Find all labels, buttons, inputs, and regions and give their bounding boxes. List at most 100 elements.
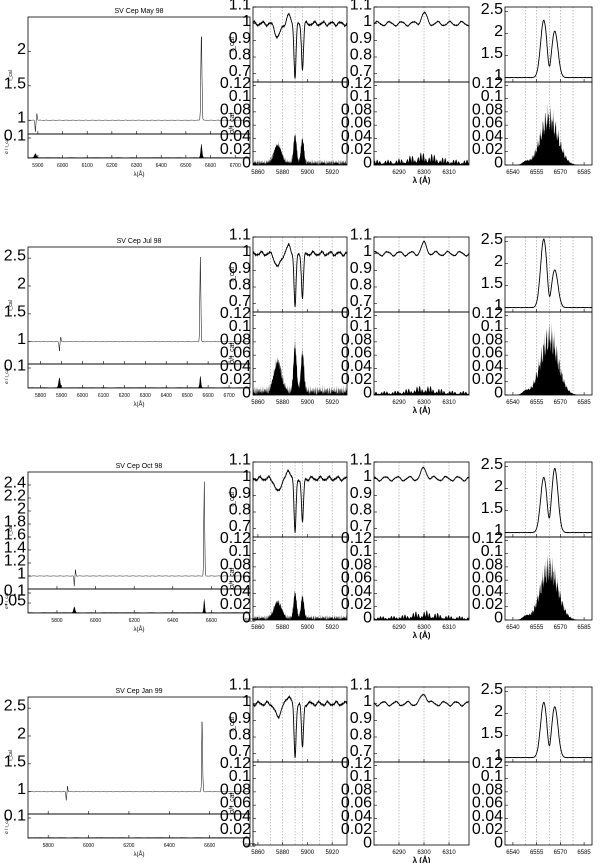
- 6-ytick-label: 0.8: [229, 727, 251, 744]
- detail-sigma-area-halpha: [505, 103, 592, 165]
- 5-ytick-label: 1.8: [4, 514, 26, 531]
- 6-ytick-label: 1.5: [481, 500, 503, 517]
- detail-xlabel: λ (Å): [413, 631, 431, 640]
- overview-bottom-xtick-label: 6400: [161, 393, 172, 399]
- 6-ytick-label: 0.12: [220, 755, 251, 772]
- overview-bottom-xtick-label: 6700: [230, 163, 241, 169]
- 6-ytick-label: 0.12: [341, 755, 372, 772]
- 6-ytick-label: 0.06: [220, 345, 251, 362]
- 5-ytick-label: 0.1: [4, 128, 26, 145]
- detail-bottom-na_d-xtick-label: 5860: [251, 625, 265, 631]
- detail-bottom-oi-xtick-label: 6310: [442, 625, 456, 631]
- detail-bottom-ylabel: σ/I_cal: [229, 343, 236, 364]
- 6-ytick-label: 1: [363, 243, 372, 260]
- detail-bottom-halpha-xtick-label: 6570: [554, 170, 568, 176]
- 5-ytick-label: 1: [17, 331, 26, 348]
- overview-bottom-ylabel: σ / I_cal: [4, 138, 9, 154]
- detail-bottom-halpha-xtick-label: 6585: [577, 170, 591, 176]
- detail-spectrum-line-halpha: [504, 238, 593, 309]
- detail-bottom-halpha-xtick-label: 6555: [530, 400, 544, 406]
- 6-ytick-label: 0.06: [220, 115, 251, 132]
- overview-bottom-xtick-label: 6200: [129, 618, 140, 624]
- overview-spectrum-line: [27, 256, 250, 352]
- detail-top-frame-oi: [373, 236, 470, 313]
- 6-ytick-label: 0.02: [341, 141, 372, 158]
- 6-ytick-label: 0.7: [350, 743, 372, 760]
- detail-bottom-oi-xtick-label: 6290: [392, 400, 406, 406]
- detail-bottom-na_d-xtick-label: 5900: [301, 850, 315, 856]
- detail-bottom-na_d-xtick-label: 5880: [276, 400, 290, 406]
- 6-ytick-label: 0.04: [220, 358, 251, 375]
- 5-ytick-label: 2: [17, 276, 26, 293]
- 6-ytick-label: 0.08: [220, 556, 251, 573]
- 5-ytick-label: 2.4: [4, 475, 26, 492]
- 6-ytick-label: 0.7: [229, 743, 251, 760]
- overview-top-frame: [27, 471, 251, 590]
- 6-ytick-label: 0.8: [350, 277, 372, 294]
- detail-bottom-oi-xtick-label: 6300: [417, 625, 431, 631]
- 6-ytick-label: 0.08: [341, 101, 372, 118]
- 6-ytick-label: 0.06: [472, 795, 503, 812]
- overview-bottom-xtick-label: 6000: [57, 163, 68, 169]
- 6-ytick-label: 0.02: [220, 821, 251, 838]
- 6-ytick-label: 0.04: [341, 808, 372, 825]
- detail-bottom-ylabel: σ/I_cal: [229, 568, 236, 589]
- 6-ytick-label: 1: [242, 468, 251, 485]
- 6-ytick-label: 1: [242, 243, 251, 260]
- overview-title: SV Cep Jan 99: [115, 688, 162, 695]
- overview-bottom-xtick-label: 5900: [32, 163, 43, 169]
- detail-spectrum-line-na_d: [252, 242, 348, 308]
- 6-ytick-label: 1.5: [481, 725, 503, 742]
- detail-spectrum-line-halpha: [505, 701, 593, 759]
- 6-ytick-label: 1.1: [350, 0, 372, 14]
- overview-bottom-xtick-label: 6700: [223, 393, 234, 399]
- 5-ytick-label: 1: [17, 781, 26, 798]
- 6-ytick-label: 0.7: [350, 63, 372, 80]
- detail-spectrum-line-oi: [373, 693, 470, 708]
- 6-ytick-label: 0.1: [350, 318, 372, 335]
- overview-bottom-xtick-label: 6200: [123, 843, 134, 849]
- detail-top-frame-oi: [373, 461, 470, 538]
- overview-title: SV Cep Oct 98: [116, 463, 163, 470]
- overview-title: SV Cep May 98: [114, 8, 163, 15]
- overview-top-frame: [27, 246, 251, 365]
- overview-top-ylabel: I_cal: [8, 300, 14, 311]
- overview-xlabel: λ(Å): [134, 626, 145, 633]
- 6-ytick-label: 0.02: [472, 141, 503, 158]
- detail-top-frame-na_d: [252, 461, 348, 538]
- overview-bottom-frame: [27, 588, 251, 614]
- detail-bottom-oi-xtick-label: 6310: [442, 170, 456, 176]
- overview-bottom-ylabel: σ / I_cal: [4, 368, 9, 384]
- overview-bottom-xtick-label: 6100: [82, 163, 93, 169]
- 6-ytick-label: 0.06: [341, 345, 372, 362]
- 6-ytick-label: 0.08: [341, 556, 372, 573]
- 6-ytick-label: 0.02: [220, 141, 251, 158]
- overview-top-frame: [27, 16, 251, 135]
- 6-ytick-label: 0.08: [341, 781, 372, 798]
- 6-ytick-label: 0: [494, 385, 503, 402]
- 6-ytick-label: 0.9: [350, 260, 372, 277]
- 5-ytick-label: 1.2: [4, 553, 26, 570]
- overview-bottom-xtick-label: 5800: [43, 843, 54, 849]
- 6-ytick-label: 0.04: [472, 358, 503, 375]
- detail-bottom-halpha-xtick-label: 6570: [554, 400, 568, 406]
- 6-ytick-label: 0.08: [220, 101, 251, 118]
- 6-ytick-label: 0.08: [341, 331, 372, 348]
- detail-xlabel: λ (Å): [413, 856, 431, 863]
- detail-sigma-area-na_d: [253, 339, 347, 395]
- 6-ytick-label: 0.04: [472, 808, 503, 825]
- 6-ytick-label: 1.1: [350, 227, 372, 244]
- detail-bottom-oi-xtick-label: 6290: [392, 850, 406, 856]
- overview-spectrum-line: [27, 36, 251, 132]
- detail-bottom-frame-oi: [373, 311, 470, 396]
- detail-xlabel: λ (Å): [413, 176, 431, 185]
- 6-ytick-label: 1: [363, 13, 372, 30]
- 6-ytick-label: 0.06: [341, 795, 372, 812]
- detail-bottom-na_d-xtick-label: 5900: [301, 170, 315, 176]
- detail-bottom-oi-xtick-label: 6310: [442, 400, 456, 406]
- 6-ytick-label: 0: [242, 385, 251, 402]
- overview-xlabel: λ(Å): [134, 401, 145, 408]
- 6-ytick-label: 2: [494, 253, 503, 270]
- overview-bottom-xtick-label: 6800: [244, 618, 255, 624]
- overview-bottom-xtick-label: 5800: [51, 618, 62, 624]
